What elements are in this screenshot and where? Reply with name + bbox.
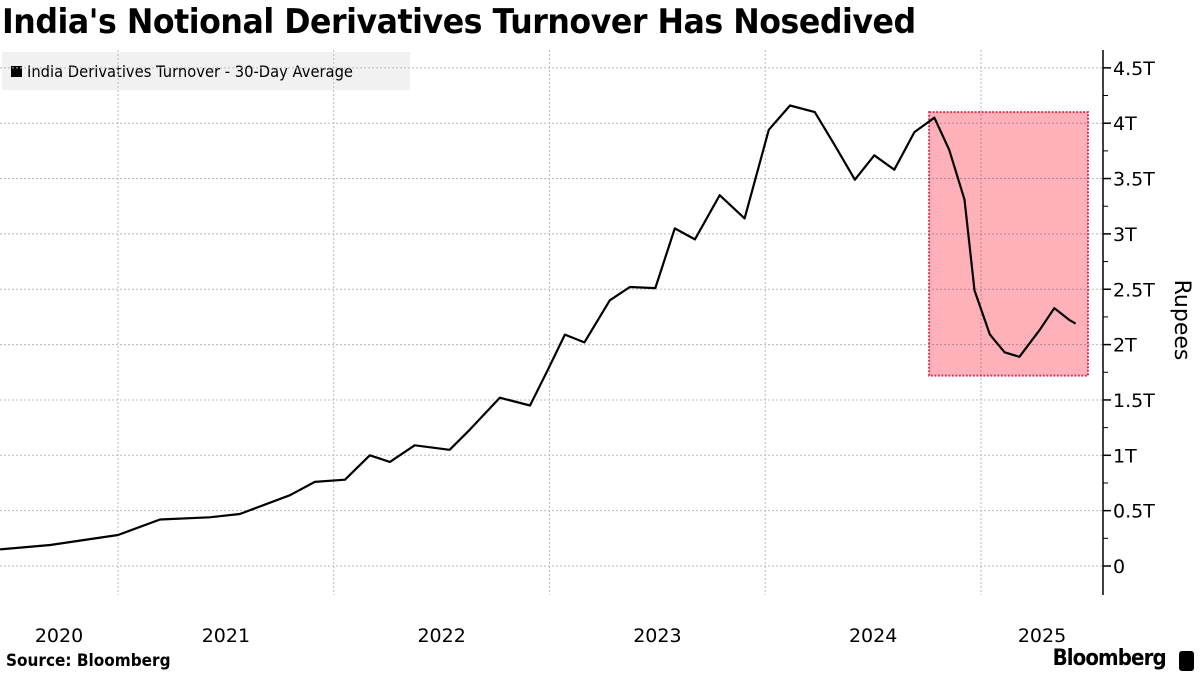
series-line [0,104,1077,551]
y-tick-label: 4T [1113,113,1137,135]
y-tick-label: 2T [1113,335,1137,357]
source-note: Source: Bloomberg [6,651,171,671]
y-tick-label: 1T [1113,445,1137,467]
legend-label: India Derivatives Turnover - 30-Day Aver… [27,61,353,81]
x-tick-label: 2021 [202,625,250,647]
x-tick-label: 2024 [849,625,897,647]
y-tick-label: 2.5T [1113,279,1155,301]
legend: India Derivatives Turnover - 30-Day Aver… [2,52,410,90]
y-tick-label: 0.5T [1113,501,1155,523]
x-tick-label: 2020 [35,625,83,647]
x-tick-label: 2023 [633,625,681,647]
legend-swatch [11,65,22,77]
bloomberg-terminal-icon [1179,651,1194,671]
x-tick-label: 2025 [1018,625,1066,647]
y-tick-label: 3T [1113,224,1137,246]
x-tick-label: 2022 [417,625,465,647]
y-axis-label: Rupees [1169,280,1194,361]
y-tick-label: 3.5T [1113,169,1155,191]
y-tick-label: 0 [1113,556,1125,578]
bloomberg-logo: Bloomberg [1052,646,1167,671]
y-tick-label: 1.5T [1113,390,1155,412]
chart-title: India's Notional Derivatives Turnover Ha… [2,2,916,42]
y-tick-label: 4.5T [1113,58,1155,80]
highlight-box [928,111,1089,377]
